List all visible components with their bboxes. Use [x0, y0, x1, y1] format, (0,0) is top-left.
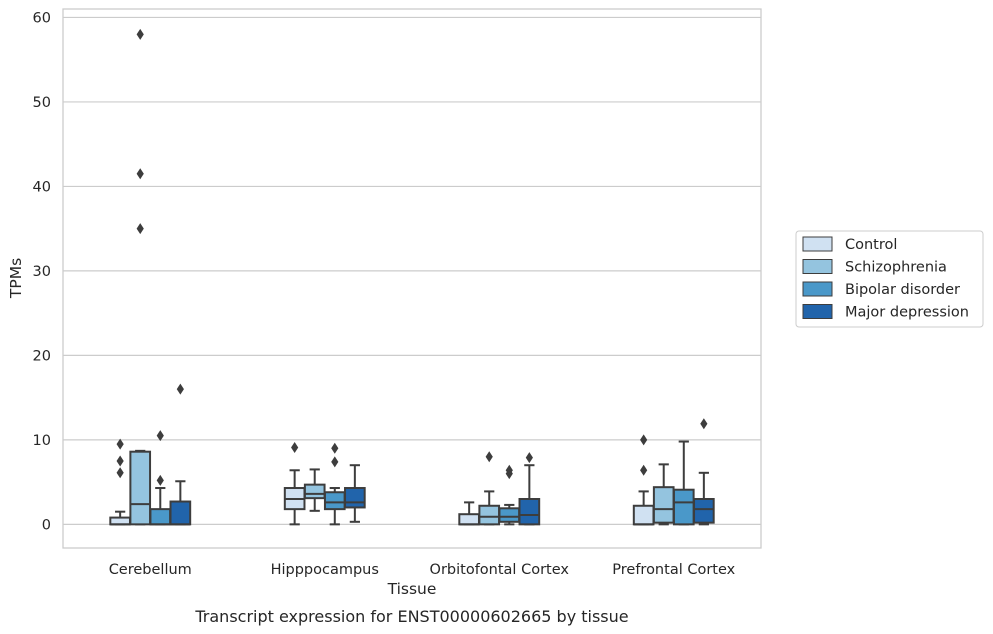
legend: Control Schizophrenia Bipolar disorder Majo… — [795, 230, 984, 328]
y-tick-label: 20 — [33, 348, 51, 364]
outlier-point — [136, 168, 144, 180]
legend-swatch — [802, 304, 833, 319]
y-tick-label: 30 — [33, 264, 51, 280]
legend-item: Major depression — [802, 304, 969, 321]
y-tick-label: 60 — [33, 10, 51, 26]
box-body — [303, 483, 326, 500]
outlier-point — [136, 223, 144, 235]
box-major-depression — [518, 452, 541, 526]
box-body — [478, 504, 501, 526]
box-bipolar-disorder — [149, 430, 172, 526]
box-body — [632, 504, 655, 526]
legend-item: Bipolar disorder — [802, 281, 960, 298]
box-major-depression — [693, 418, 715, 526]
x-axis-title: Tissue — [387, 580, 437, 598]
outlier-point — [640, 434, 648, 446]
chart-caption: Transcript expression for ENST0000060266… — [194, 607, 628, 626]
gridlines — [63, 16, 761, 525]
box-bipolar-disorder — [672, 440, 695, 526]
outlier-point — [331, 442, 339, 454]
box-major-depression — [344, 464, 366, 523]
outlier-point — [331, 456, 339, 468]
outlier-point — [505, 464, 513, 476]
outlier-point — [116, 467, 124, 479]
box-schizophrenia — [129, 28, 152, 526]
box-body — [169, 500, 192, 526]
box-bipolar-disorder — [498, 464, 521, 526]
box-body — [672, 488, 695, 526]
outlier-point — [116, 438, 124, 450]
x-tick-label: Hipppocampus — [271, 562, 379, 578]
legend-label: Schizophrenia — [845, 260, 947, 276]
box-schizophrenia — [303, 468, 326, 512]
legend-label: Major depression — [845, 305, 969, 321]
boxes — [109, 28, 715, 526]
box-bipolar-disorder — [323, 442, 346, 526]
box-control — [283, 441, 306, 526]
outlier-point — [156, 430, 164, 442]
box-body — [458, 513, 480, 526]
plot-area-frame — [62, 8, 762, 549]
x-axis-ticks: Cerebellum Hipppocampus Orbitofontal Corte… — [109, 562, 736, 578]
y-tick-label: 50 — [33, 95, 51, 111]
box-body — [129, 450, 152, 526]
x-tick-label: Cerebellum — [109, 562, 192, 578]
y-tick-label: 10 — [33, 433, 51, 449]
outlier-point — [485, 451, 493, 463]
box-body — [109, 516, 131, 526]
box-control — [458, 501, 480, 526]
box-schizophrenia — [652, 463, 675, 526]
box-control — [109, 438, 131, 526]
legend-swatch — [802, 281, 833, 297]
box-body — [652, 486, 675, 524]
box-body — [693, 498, 715, 524]
legend-label: Control — [845, 237, 897, 253]
box-body — [498, 507, 521, 523]
y-axis-ticks: 0 10 20 30 40 50 60 — [33, 10, 51, 533]
outlier-point — [116, 455, 124, 467]
x-tick-label: Orbitofontal Cortex — [430, 562, 570, 578]
box-major-depression — [169, 383, 192, 526]
y-tick-label: 0 — [42, 517, 51, 533]
outlier-point — [156, 474, 164, 486]
outlier-point — [291, 441, 299, 453]
outlier-point — [136, 28, 144, 40]
legend-item: Control — [802, 236, 897, 253]
box-body — [518, 498, 541, 526]
legend-swatch — [802, 259, 833, 274]
legend-label: Bipolar disorder — [845, 282, 960, 298]
legend-frame — [795, 230, 984, 328]
y-tick-label: 40 — [33, 179, 51, 195]
box-body — [344, 487, 366, 509]
box-body — [323, 491, 346, 511]
y-axis-title: TPMs — [7, 258, 25, 299]
outlier-point — [176, 383, 184, 395]
outlier-point — [525, 452, 533, 464]
outlier-point — [700, 418, 708, 430]
legend-item: Schizophrenia — [802, 259, 947, 276]
box-control — [632, 434, 655, 526]
box-body — [149, 508, 172, 526]
outlier-point — [640, 464, 648, 476]
box-schizophrenia — [478, 451, 501, 526]
x-tick-label: Prefrontal Cortex — [612, 562, 735, 578]
legend-swatch — [802, 236, 833, 252]
legend-items: Control Schizophrenia Bipolar disorder Majo… — [802, 236, 969, 321]
